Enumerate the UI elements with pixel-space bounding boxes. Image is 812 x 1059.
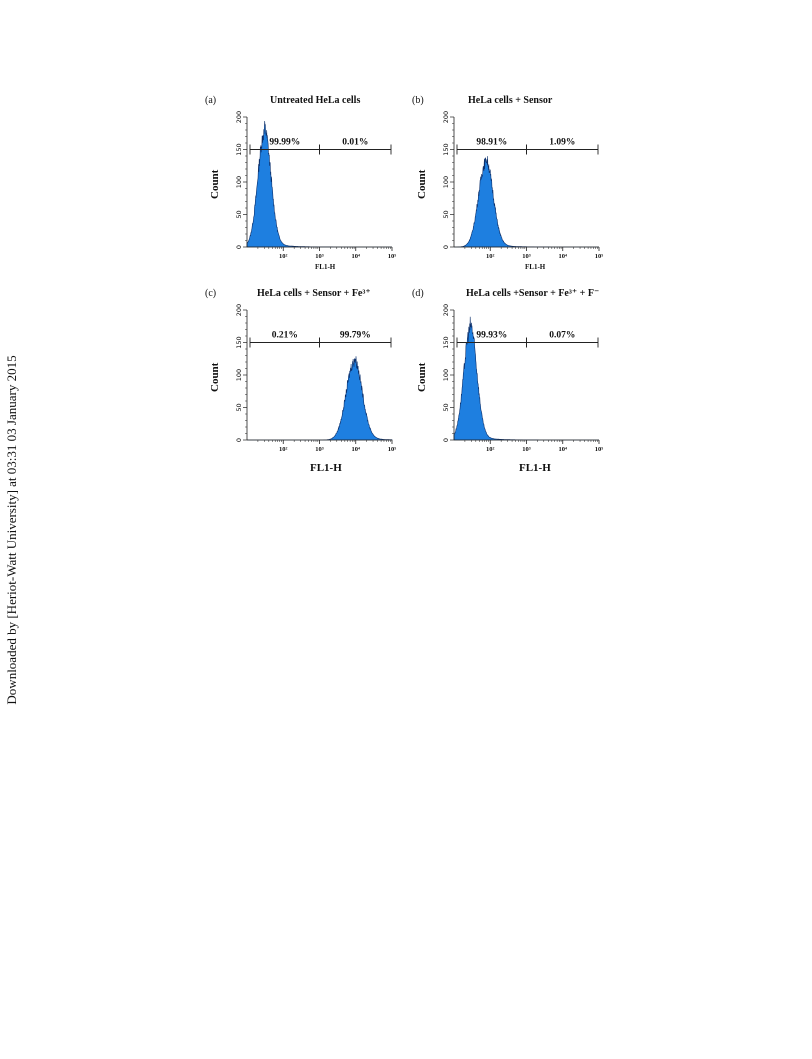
panel-label: (c) xyxy=(205,288,217,299)
y-tick-label: 100 xyxy=(442,176,450,188)
histogram-panel-c: (c) HeLa cells + Sensor + Fe³⁺ Count FL1… xyxy=(205,288,401,474)
y-tick-label: 150 xyxy=(235,143,243,155)
gate-percent-label: 98.91% xyxy=(476,138,507,148)
panel-title: Untreated HeLa cells xyxy=(270,95,361,106)
panel-title: HeLa cells +Sensor + Fe³⁺ + F⁻ xyxy=(466,288,600,299)
gate-percent-label: 0.21% xyxy=(272,331,298,341)
gate-percent-label: 0.07% xyxy=(549,331,575,341)
x-tick-label: 10⁴ xyxy=(352,446,361,453)
y-tick-label: 200 xyxy=(235,111,243,123)
y-tick-label: 150 xyxy=(442,143,450,155)
x-tick-label: 10² xyxy=(279,446,288,453)
gate-percent-label: 99.99% xyxy=(269,138,300,148)
histogram-fill xyxy=(454,156,599,248)
x-tick-label: 10³ xyxy=(315,446,324,453)
download-watermark: Downloaded by [Heriot-Watt University] a… xyxy=(4,355,19,705)
histogram-plot: 0 50 100 150 200 10² 10³ 10⁴ 10⁵ 0.21% 99.79% xyxy=(235,304,397,453)
histogram-plot: 0 50 100 150 200 10² 10³ 10⁴ 10⁵ 99.99% 0.01% xyxy=(235,111,397,260)
panel-title: HeLa cells + Sensor xyxy=(468,95,553,106)
y-tick-label: 50 xyxy=(235,210,243,218)
y-tick-label: 0 xyxy=(442,245,450,249)
y-tick-label: 200 xyxy=(235,304,243,316)
x-tick-label: 10² xyxy=(486,446,495,453)
x-tick-label: 10³ xyxy=(522,446,531,453)
histogram-plot: 0 50 100 150 200 10² 10³ 10⁴ 10⁵ 99.93% 0.07% xyxy=(442,304,604,453)
y-tick-label: 150 xyxy=(442,336,450,348)
x-tick-label: 10² xyxy=(279,253,288,260)
x-tick-label: 10⁵ xyxy=(388,253,397,260)
x-tick-label: 10⁵ xyxy=(595,253,604,260)
y-tick-label: 50 xyxy=(235,403,243,411)
y-tick-label: 100 xyxy=(235,369,243,381)
gate-percent-label: 1.09% xyxy=(549,138,575,148)
gate-percent-label: 0.01% xyxy=(342,138,368,148)
histogram-plot: 0 50 100 150 200 10² 10³ 10⁴ 10⁵ 98.91% 1.09% xyxy=(442,111,604,260)
y-tick-label: 50 xyxy=(442,403,450,411)
x-tick-label: 10⁴ xyxy=(559,253,568,260)
histogram-panel-a: (a) Untreated HeLa cells Count FL1-H 0 50… xyxy=(205,95,401,281)
x-axis-label: FL1-H xyxy=(519,462,551,474)
x-axis-label: FL1-H xyxy=(525,263,546,271)
x-tick-label: 10⁴ xyxy=(352,253,361,260)
y-tick-label: 200 xyxy=(442,304,450,316)
gate-percent-label: 99.93% xyxy=(476,331,507,341)
y-tick-label: 50 xyxy=(442,210,450,218)
gate-percent-label: 99.79% xyxy=(340,331,371,341)
y-tick-label: 0 xyxy=(235,438,243,442)
x-axis-label: FL1-H xyxy=(315,263,336,271)
panel-label: (a) xyxy=(205,95,217,106)
x-axis-label: FL1-H xyxy=(310,462,342,474)
y-tick-label: 200 xyxy=(442,111,450,123)
x-tick-label: 10² xyxy=(486,253,495,260)
y-tick-label: 100 xyxy=(442,369,450,381)
x-tick-label: 10⁵ xyxy=(595,446,604,453)
x-tick-label: 10⁵ xyxy=(388,446,397,453)
y-tick-label: 100 xyxy=(235,176,243,188)
panel-label: (b) xyxy=(412,95,424,106)
histogram-panel-b: (b) HeLa cells + Sensor Count FL1-H 0 50 1… xyxy=(412,95,608,281)
panel-title: HeLa cells + Sensor + Fe³⁺ xyxy=(257,288,371,299)
y-tick-label: 150 xyxy=(235,336,243,348)
x-tick-label: 10³ xyxy=(315,253,324,260)
histogram-panel-d: (d) HeLa cells +Sensor + Fe³⁺ + F⁻ Count… xyxy=(412,288,608,474)
histogram-fill xyxy=(247,356,393,441)
x-tick-label: 10³ xyxy=(522,253,531,260)
y-tick-label: 0 xyxy=(442,438,450,442)
panel-label: (d) xyxy=(412,288,424,299)
y-tick-label: 0 xyxy=(235,245,243,249)
x-tick-label: 10⁴ xyxy=(559,446,568,453)
